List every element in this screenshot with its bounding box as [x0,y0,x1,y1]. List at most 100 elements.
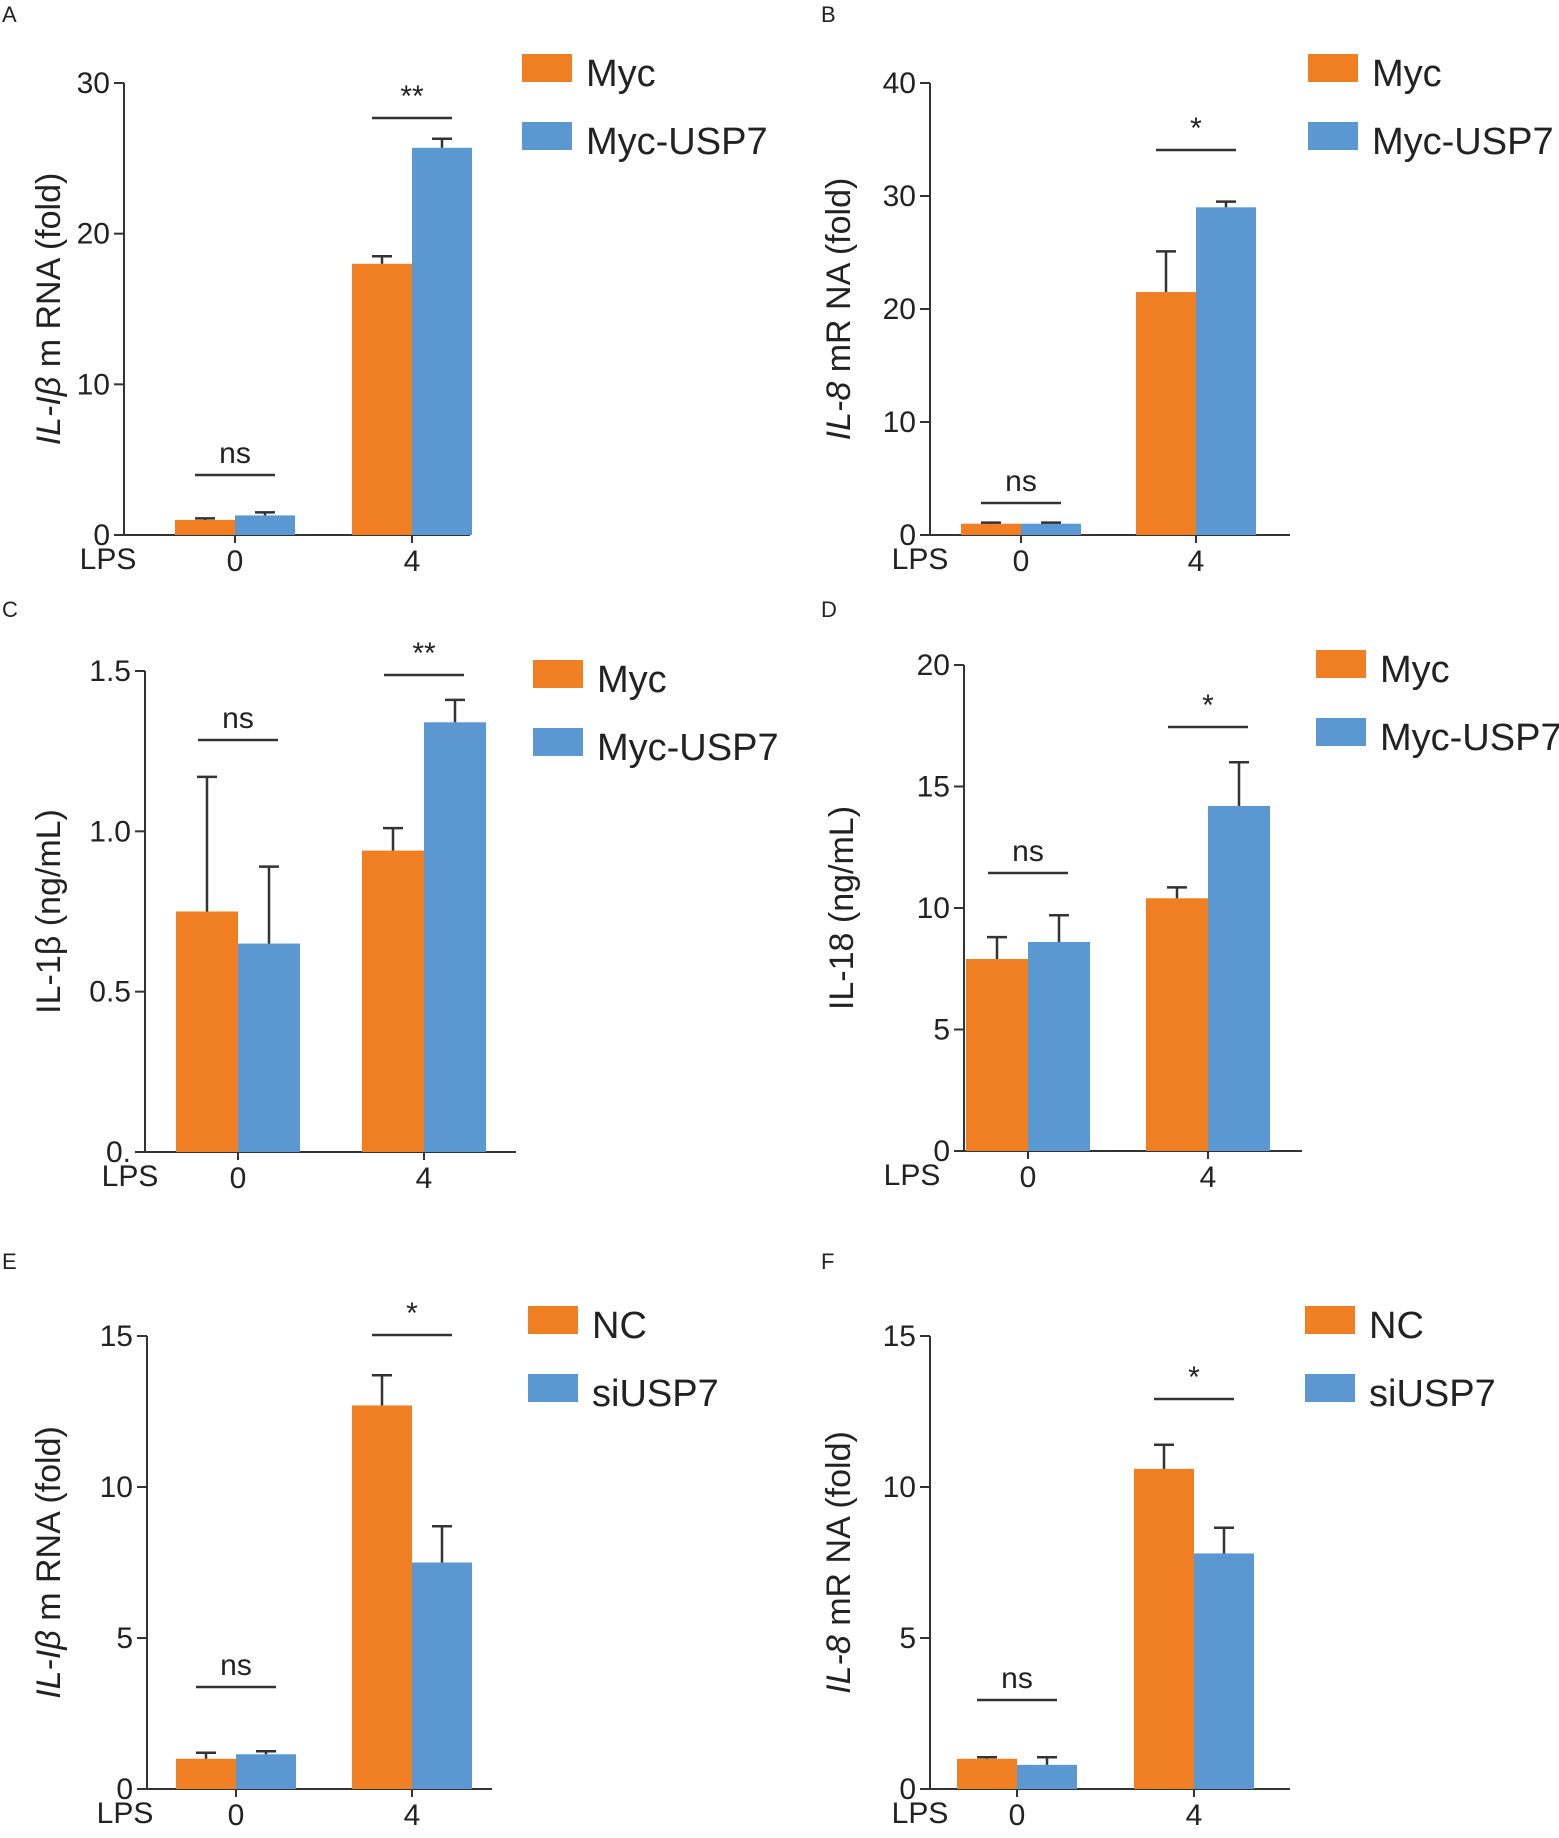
bar-siusp7-lps-4 [1194,1553,1254,1789]
legend-label-myc: Myc [597,659,667,701]
x-tick-label: 0 [1013,545,1030,578]
legend-swatch-myc [533,660,583,688]
legend-swatch-myc-usp7 [1316,718,1366,746]
bar-myc-lps-4 [1146,898,1208,1151]
significance-label: ** [412,637,436,670]
x-tick-label: 4 [1186,1799,1203,1832]
y-axis-title: IL-Iβ m RNA (fold) [30,1426,68,1699]
x-tick-label: 4 [404,545,421,578]
y-axis-title: IL-1β (ng/mL) [30,809,68,1014]
panel-letter: F [821,1249,834,1274]
bar-myc-lps-0 [966,959,1028,1151]
y-tick-label: 0.5 [89,976,131,1009]
x-tick-label: 0 [228,1799,245,1832]
legend-swatch-siusp7 [1305,1374,1355,1402]
significance-label: ns [1005,465,1037,498]
y-tick-label: 20 [883,293,916,326]
y-tick-label: 15 [917,771,950,804]
significance-label: ** [400,80,424,113]
bar-myc-lps-4 [352,263,412,535]
legend-swatch-nc [1305,1306,1355,1334]
x-tick-label: 0 [230,1162,247,1195]
bar-myc-lps-0 [176,911,238,1152]
y-tick-label: 0 [933,1135,950,1168]
y-tick-label: 0 [93,519,110,552]
y-tick-label: 1.0 [89,815,131,848]
x-tick-label: 4 [1188,545,1205,578]
legend-swatch-myc [522,54,572,82]
y-tick-label: 20 [917,649,950,682]
significance-label: ns [1012,835,1044,868]
legend-swatch-nc [528,1306,578,1334]
significance-label: * [1190,112,1202,145]
y-tick-label: 0 [899,519,916,552]
chart-panel-c: C 0. 0.5 1.0 1.5 IL-1β (ng/mL) LPS 0 4 ns ** Myc Myc… [2,597,779,1195]
significance-label: * [406,1297,418,1330]
bar-myc-lps-4 [1136,292,1196,535]
y-tick-label: 20 [77,218,110,251]
y-tick-label: 10 [77,368,110,401]
x-tick-label: 4 [416,1162,433,1195]
legend-label-siusp7: siUSP7 [1369,1373,1496,1415]
legend-swatch-myc-usp7 [533,728,583,756]
y-axis-title-gene: IL-8 [820,1635,858,1694]
x-axis-title: LPS [892,1797,949,1830]
significance-label: ns [219,437,251,470]
bar-myc-lps-0 [175,519,235,535]
bar-myc-usp7-lps-0 [235,515,295,535]
bar-siusp7-lps-0 [1017,1764,1077,1789]
significance-label: * [1188,1361,1200,1394]
bar-myc-usp7-lps-4 [424,722,486,1152]
y-axis-title-unit: IL-18 (ng/mL) [823,806,861,1010]
y-axis-title-gene: IL-8 [820,382,858,441]
bar-nc-lps-4 [1134,1468,1194,1789]
bar-myc-usp7-lps-4 [1196,207,1256,536]
y-axis-title-unit: IL-1β (ng/mL) [30,809,68,1014]
bar-nc-lps-0 [176,1758,236,1789]
y-tick-label: 10 [100,1471,133,1504]
x-tick-label: 0 [227,545,244,578]
legend-label-myc-usp7: Myc-USP7 [1380,717,1559,759]
bar-nc-lps-0 [957,1758,1017,1789]
y-axis-title: IL-Iβ m RNA (fold) [30,173,68,446]
y-tick-label: 10 [883,1471,916,1504]
y-axis-title-unit: m RNA (fold) [30,1426,68,1630]
panel-letter: B [821,2,836,27]
y-tick-label: 5 [933,1014,950,1047]
significance-label: * [1202,689,1214,722]
legend-label-nc: NC [592,1305,647,1347]
panel-letter: E [2,1249,17,1274]
bar-myc-usp7-lps-0 [1028,942,1090,1151]
legend-label-nc: NC [1369,1305,1424,1347]
legend-swatch-myc-usp7 [522,122,572,150]
significance-label: ns [222,702,254,735]
x-tick-label: 0 [1009,1799,1026,1832]
bar-siusp7-lps-0 [236,1754,296,1789]
panel-letter: D [821,597,837,622]
legend-swatch-myc-usp7 [1308,122,1358,150]
y-tick-label: 15 [883,1320,916,1353]
y-tick-label: 5 [116,1622,133,1655]
x-axis-title: LPS [102,1160,159,1193]
legend-label-siusp7: siUSP7 [592,1373,719,1415]
significance-label: ns [220,1649,252,1682]
legend-label-myc: Myc [1380,649,1450,691]
legend-label-myc: Myc [586,53,656,95]
legend-label-myc-usp7: Myc-USP7 [1372,121,1554,163]
bar-myc-usp7-lps-4 [412,147,472,535]
significance-label: ns [1001,1662,1033,1695]
bar-myc-lps-4 [362,850,424,1152]
y-tick-label: 15 [100,1320,133,1353]
legend-swatch-siusp7 [528,1374,578,1402]
x-tick-label: 0 [1020,1161,1037,1194]
y-axis-title-unit: m RNA (fold) [30,173,68,377]
bar-myc-usp7-lps-0 [238,943,300,1152]
y-axis-title-unit: mR NA (fold) [820,178,858,382]
panel-letter: C [2,597,18,622]
y-axis-title-gene: IL-Iβ [30,1630,68,1699]
